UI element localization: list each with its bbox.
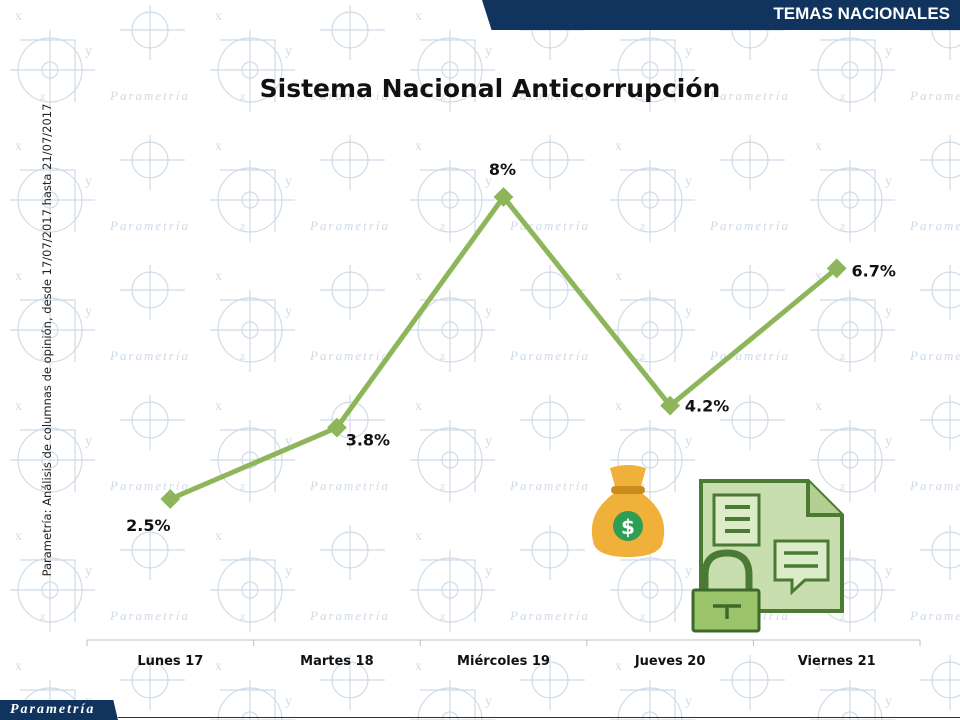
footer-divider: [118, 717, 960, 718]
category-label: Martes 18: [300, 654, 374, 669]
data-point: [493, 187, 514, 207]
chart-title: Sistema Nacional Anticorrupción: [259, 74, 721, 103]
data-label: 2.5%: [126, 516, 170, 535]
footer-brand: Parametría: [10, 702, 96, 717]
category-label: Lunes 17: [137, 654, 203, 669]
money-bag-icon: $: [591, 465, 665, 557]
data-point: [160, 489, 181, 509]
data-point: [826, 258, 847, 279]
svg-text:$: $: [621, 515, 635, 539]
locked-document-icon: [691, 479, 844, 633]
data-label: 3.8%: [346, 431, 390, 450]
data-label: 4.2%: [685, 397, 729, 416]
data-label: 8%: [489, 160, 516, 179]
footer-bar: [0, 700, 118, 720]
data-point: [660, 395, 680, 416]
category-label: Viernes 21: [798, 654, 876, 669]
data-point: [327, 417, 347, 438]
header-bar: [482, 0, 960, 30]
series-line: [169, 194, 839, 502]
section-label: TEMAS NACIONALES: [773, 4, 950, 23]
category-label: Jueves 20: [634, 654, 706, 669]
category-label: Miércoles 19: [457, 654, 550, 669]
data-label: 6.7%: [852, 261, 896, 280]
